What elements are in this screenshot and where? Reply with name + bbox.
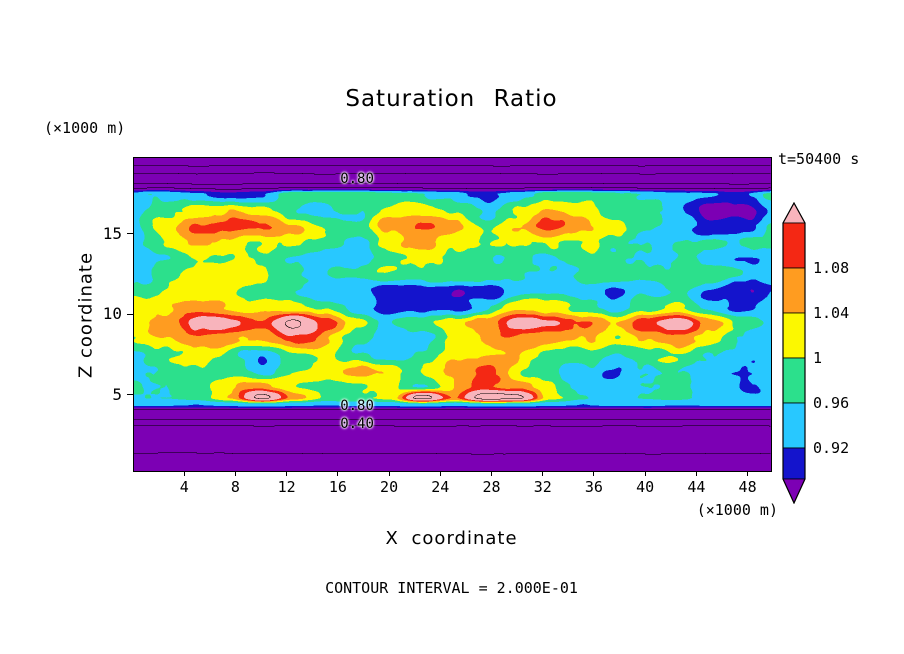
x-axis-tick-label: 44 bbox=[687, 478, 706, 496]
x-axis-tick-mark bbox=[337, 471, 339, 476]
contour-field-canvas bbox=[134, 158, 771, 471]
x-axis-tick-label: 16 bbox=[328, 478, 347, 496]
x-axis-tick-label: 48 bbox=[738, 478, 757, 496]
x-axis-units-label: (×1000 m) bbox=[696, 501, 778, 519]
x-axis-tick-label: 32 bbox=[533, 478, 552, 496]
x-axis-tick-mark bbox=[644, 471, 646, 476]
x-axis-tick-mark bbox=[286, 471, 288, 476]
colorbar-segment bbox=[782, 447, 806, 480]
contour-interval-label: CONTOUR INTERVAL = 2.000E-01 bbox=[325, 579, 578, 597]
colorbar-tick-label: 0.92 bbox=[813, 439, 850, 457]
x-axis-tick-mark bbox=[593, 471, 595, 476]
colorbar-segment-top-arrow bbox=[782, 202, 806, 224]
x-axis-tick-label: 8 bbox=[230, 478, 240, 496]
chart-title: Saturation Ratio bbox=[345, 86, 558, 112]
x-axis-tick-label: 40 bbox=[636, 478, 655, 496]
x-axis-tick-label: 4 bbox=[179, 478, 189, 496]
contour-line-label: 0.40 bbox=[340, 416, 374, 433]
x-axis-tick-mark bbox=[388, 471, 390, 476]
colorbar-segment bbox=[782, 357, 806, 404]
colorbar-tick-label: 0.96 bbox=[813, 394, 850, 412]
x-axis-tick-mark bbox=[439, 471, 441, 476]
time-annotation: t=50400 s bbox=[778, 150, 860, 168]
x-axis-tick-mark bbox=[542, 471, 544, 476]
z-axis-tick-label: 10 bbox=[102, 304, 122, 324]
z-axis-tick-mark bbox=[127, 313, 133, 315]
colorbar-segment bbox=[782, 267, 806, 314]
x-axis-tick-mark bbox=[183, 471, 185, 476]
x-axis-tick-mark bbox=[234, 471, 236, 476]
x-axis-tick-label: 28 bbox=[482, 478, 501, 496]
colorbar-segment-bottom-arrow bbox=[782, 478, 806, 504]
colorbar-segment bbox=[782, 312, 806, 359]
x-axis-tick-mark bbox=[695, 471, 697, 476]
x-axis-tick-mark bbox=[491, 471, 492, 476]
z-axis-units-label: (×1000 m) bbox=[44, 119, 126, 137]
colorbar-segment bbox=[782, 402, 806, 449]
z-axis-tick-mark bbox=[127, 394, 133, 396]
x-axis-tick-label: 20 bbox=[380, 478, 399, 496]
colorbar-tick-label: 1.04 bbox=[813, 304, 850, 322]
colorbar-segment bbox=[782, 222, 806, 269]
plot-area bbox=[133, 157, 772, 472]
x-axis-tick-mark bbox=[747, 471, 749, 476]
x-axis-title: X coordinate bbox=[385, 528, 518, 549]
x-axis-tick-label: 24 bbox=[431, 478, 450, 496]
colorbar bbox=[782, 202, 806, 504]
contour-line-label: 0.80 bbox=[340, 170, 374, 187]
contour-line-label: 0.80 bbox=[340, 398, 374, 415]
x-axis-tick-label: 12 bbox=[277, 478, 296, 496]
colorbar-tick-label: 1 bbox=[813, 349, 823, 367]
z-axis-tick-label: 5 bbox=[112, 384, 122, 404]
z-axis-tick-mark bbox=[127, 233, 133, 235]
colorbar-tick-label: 1.08 bbox=[813, 259, 850, 277]
z-axis-tick-label: 15 bbox=[102, 223, 122, 243]
x-axis-tick-label: 36 bbox=[584, 478, 603, 496]
colorbar-outline bbox=[782, 202, 806, 504]
